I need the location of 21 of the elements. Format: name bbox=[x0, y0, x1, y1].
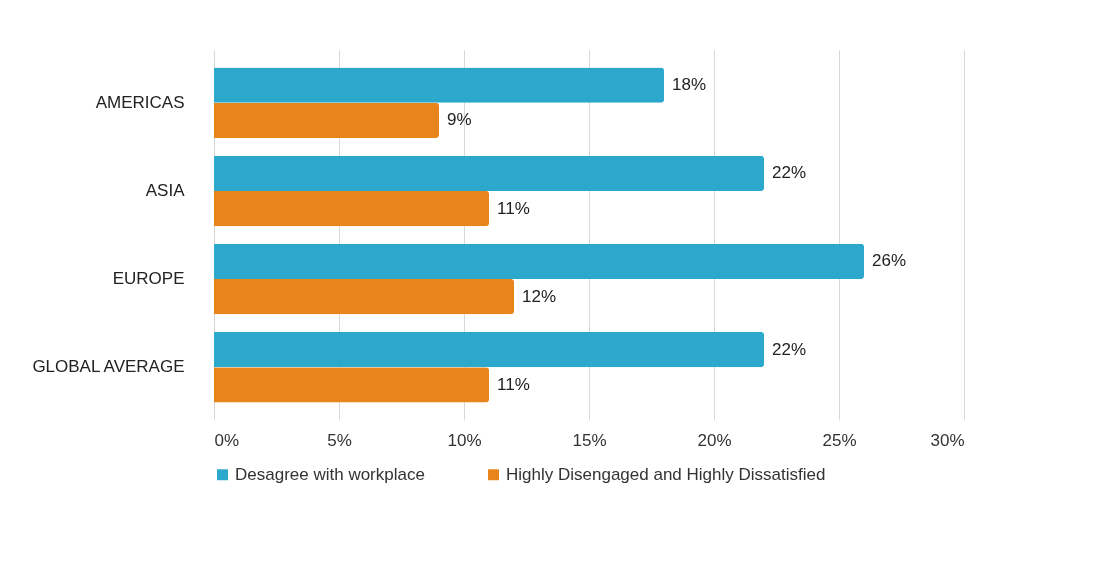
y-tick-label: EUROPE bbox=[112, 269, 185, 289]
y-tick-label: AMERICAS bbox=[95, 92, 185, 112]
data-label: 12% bbox=[522, 286, 557, 306]
data-label: 22% bbox=[772, 339, 807, 359]
data-label: 26% bbox=[872, 251, 907, 271]
data-label: 9% bbox=[447, 110, 472, 130]
x-tick-label: 10% bbox=[447, 430, 482, 450]
x-tick-label: 25% bbox=[822, 430, 857, 450]
data-label: 18% bbox=[672, 75, 707, 95]
y-tick-label: ASIA bbox=[145, 180, 186, 200]
x-tick-label: 15% bbox=[572, 430, 607, 450]
data-label: 11% bbox=[497, 374, 530, 394]
data-label: 22% bbox=[772, 163, 807, 183]
legend-label: Desagree with workplace bbox=[235, 464, 425, 484]
x-tick-label: 5% bbox=[327, 430, 352, 450]
x-tick-label: 30% bbox=[930, 430, 965, 450]
x-tick-label: 0% bbox=[214, 430, 240, 450]
legend-label: Highly Disengaged and Highly Dissatisfied bbox=[506, 464, 826, 484]
y-tick-label: GLOBAL AVERAGE bbox=[32, 357, 185, 377]
x-tick-label: 20% bbox=[697, 430, 732, 450]
data-label: 11% bbox=[497, 198, 530, 218]
